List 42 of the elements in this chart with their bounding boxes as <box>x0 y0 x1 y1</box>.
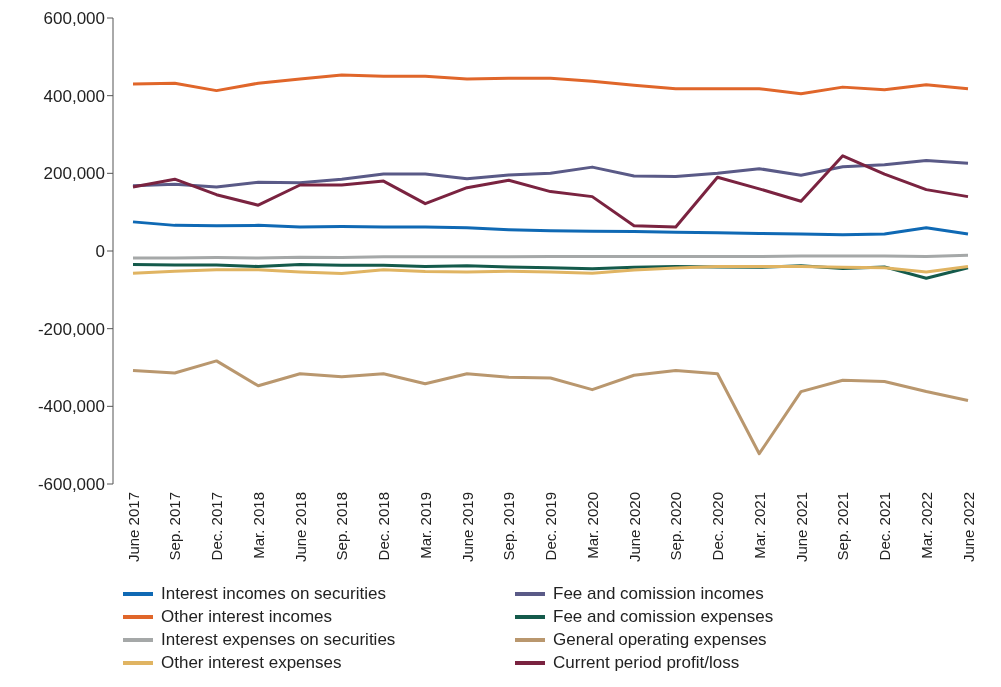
y-tick-label: 600,000 <box>43 9 105 29</box>
y-tick-label: -400,000 <box>37 397 105 417</box>
x-tick-label: June 2017 <box>124 492 142 563</box>
x-tick-label: June 2020 <box>625 492 643 563</box>
line-series <box>131 359 970 456</box>
line-series <box>131 159 970 189</box>
x-tick-label: Dec. 2021 <box>876 492 893 561</box>
x-tick-label: Sep. 2021 <box>834 492 852 561</box>
y-tick-label: 200,000 <box>43 164 105 184</box>
y-tick-label: 400,000 <box>43 86 105 106</box>
legend-label: Fee and comission incomes <box>553 584 764 604</box>
x-tick-label: Sep. 2017 <box>166 492 184 561</box>
x-tick-label: Sep. 2018 <box>333 492 351 561</box>
x-tick-label: Sep. 2019 <box>500 492 518 561</box>
x-tick-label: Mar. 2020 <box>583 492 601 559</box>
y-tick-label: -200,000 <box>37 319 105 339</box>
x-tick-label: Dec. 2019 <box>542 492 559 561</box>
x-tick-label: June 2018 <box>291 492 309 563</box>
legend-label: Current period profit/loss <box>553 653 740 673</box>
line-series <box>131 73 970 96</box>
line-series <box>131 265 970 276</box>
legend-label: Other interest incomes <box>161 607 333 627</box>
x-tick-label: Sep. 2020 <box>667 492 685 561</box>
y-tick-label: 0 <box>95 242 105 262</box>
x-tick-label: Mar. 2021 <box>750 492 768 559</box>
x-tick-label: Dec. 2020 <box>709 492 726 561</box>
legend-label: Other interest expenses <box>161 653 342 673</box>
x-tick-label: Mar. 2019 <box>416 492 434 559</box>
legend-label: Interest expenses on securities <box>161 630 396 650</box>
legend-label: Fee and comission expenses <box>553 607 774 627</box>
line-series <box>131 154 970 229</box>
x-tick-label: June 2019 <box>458 492 476 563</box>
legend-label: Interest incomes on securities <box>161 584 386 604</box>
x-tick-label: June 2021 <box>792 492 810 563</box>
x-tick-label: Mar. 2018 <box>249 492 267 559</box>
x-tick-label: June 2022 <box>959 492 977 563</box>
y-tick-label: -600,000 <box>37 475 105 495</box>
x-tick-label: Mar. 2022 <box>917 492 935 559</box>
legend-label: General operating expenses <box>553 630 767 650</box>
x-tick-label: Dec. 2018 <box>375 492 392 561</box>
x-tick-label: Dec. 2017 <box>208 492 225 561</box>
line-series <box>131 220 970 237</box>
